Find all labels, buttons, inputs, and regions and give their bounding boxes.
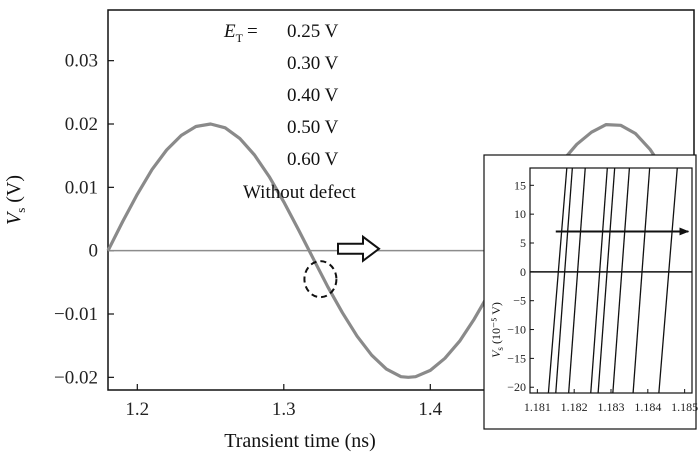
inset-x-tick-label: 1.183 xyxy=(598,400,625,414)
inset-series xyxy=(530,167,692,394)
y-tick-label: 0.03 xyxy=(65,51,98,72)
inset-x-tick-label: 1.185 xyxy=(671,400,698,414)
inset-y-tick-label: −20 xyxy=(507,380,526,394)
legend-entry: 0.50 V xyxy=(287,117,339,138)
svg-text:Vs(10⁻⁵ V): Vs(10⁻⁵ V) xyxy=(489,302,505,358)
dashed-circle-annotation xyxy=(303,260,338,299)
inset-y-tick-label: 0 xyxy=(520,265,526,279)
inset-y-tick-label: −5 xyxy=(513,294,526,308)
legend-entry: 0.60 V xyxy=(287,149,339,170)
svg-text:Vs(V): Vs (V) xyxy=(3,175,28,225)
inset-series-line xyxy=(555,167,573,394)
legend-entry: 0.40 V xyxy=(287,85,339,106)
inset-series-line xyxy=(632,167,651,394)
inset-series-line xyxy=(658,167,678,394)
y-axis-symbol: V xyxy=(3,210,25,225)
inset-plot: 1.181 1.182 1.183 1.184 1.185 −20 −15 −10 −5 0 5 10… xyxy=(483,154,698,430)
inset-series-line xyxy=(597,167,616,394)
x-tick-label: 1.2 xyxy=(125,399,149,420)
y-axis-unit: (V) xyxy=(3,175,25,203)
inset-series-line xyxy=(547,167,568,394)
legend-entry: Without defect xyxy=(243,182,356,203)
inset-x-tick-label: 1.184 xyxy=(634,400,661,414)
x-tick-label: 1.4 xyxy=(418,399,442,420)
y-tick-label: 0.02 xyxy=(65,114,98,135)
inset-x-tick-label: 1.182 xyxy=(561,400,588,414)
inset-series-line xyxy=(590,167,608,394)
x-axis-title: Transient time (ns) xyxy=(224,430,375,452)
legend-entry: 0.25 V xyxy=(287,21,339,42)
legend-symbol: ET = xyxy=(223,21,258,45)
y-axis-subscript: s xyxy=(13,208,28,213)
open-arrow-annotation xyxy=(337,234,381,263)
inset-y-axis-title: Vs(10⁻⁵ V) xyxy=(489,302,505,358)
inset-y-tick-label: 5 xyxy=(520,236,526,250)
main-annotations xyxy=(303,234,381,299)
inset-y-tick-label: 10 xyxy=(514,207,526,221)
x-tick-label: 1.3 xyxy=(272,399,296,420)
legend-entry: 0.30 V xyxy=(287,53,339,74)
y-tick-label: 0 xyxy=(89,241,99,262)
inset-x-tick-label: 1.181 xyxy=(524,400,551,414)
series-line xyxy=(106,122,681,379)
inset-series-line xyxy=(612,167,631,394)
y-tick-label: −0.01 xyxy=(54,304,98,325)
y-axis-title: Vs (V) xyxy=(3,175,28,225)
inset-y-tick-label: −15 xyxy=(507,351,526,365)
inset-y-tick-label: 15 xyxy=(514,178,526,192)
inset-ticks: 1.181 1.182 1.183 1.184 1.185 −20 −15 −10 −5 0 5 10… xyxy=(507,178,698,414)
y-tick-label: 0.01 xyxy=(65,177,98,198)
legend: ET = 0.25 V 0.30 V 0.40 V 0.50 V 0.60 V W… xyxy=(223,21,356,203)
inset-y-tick-label: −10 xyxy=(507,323,526,337)
y-tick-label: −0.02 xyxy=(54,367,98,388)
inset-series-line xyxy=(568,167,586,394)
